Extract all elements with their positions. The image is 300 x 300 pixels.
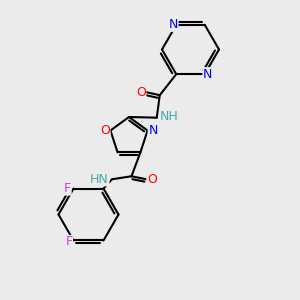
Text: NH: NH <box>160 110 178 123</box>
Text: F: F <box>64 182 71 195</box>
Text: HN: HN <box>90 173 109 186</box>
Text: O: O <box>147 173 157 186</box>
Text: O: O <box>136 86 146 99</box>
Text: O: O <box>100 124 110 137</box>
Text: N: N <box>148 124 158 137</box>
Text: F: F <box>65 236 73 248</box>
Text: N: N <box>203 68 212 81</box>
Text: N: N <box>169 18 178 31</box>
